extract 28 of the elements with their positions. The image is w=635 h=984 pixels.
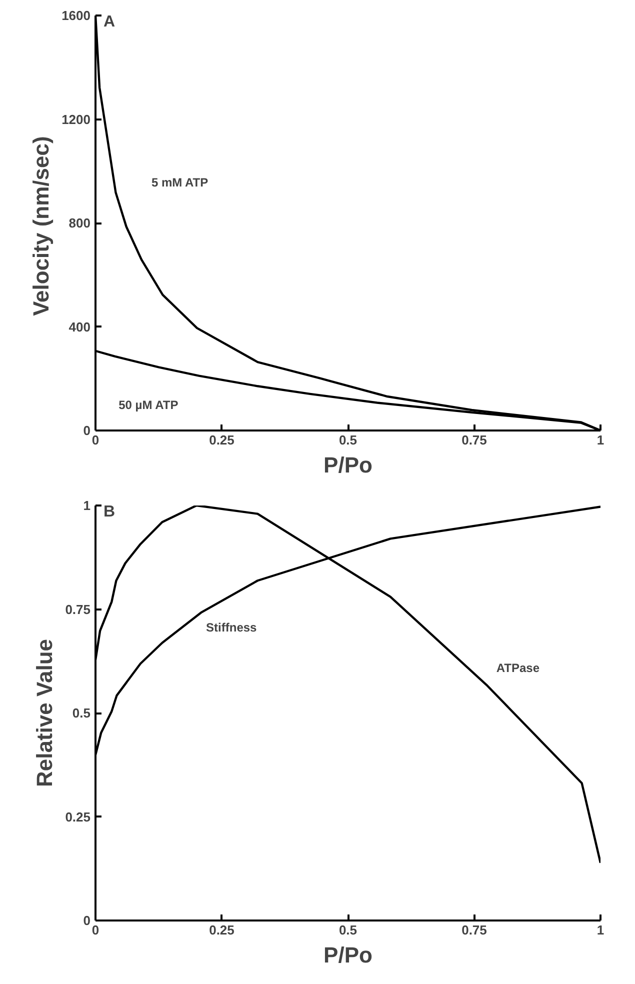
text: 5 mM ATP [151,176,208,190]
text: 50 µM ATP [118,398,178,412]
y-tick-label: 1600 [62,8,90,23]
annotation: B [104,504,116,520]
series-label: ATPase [496,660,540,675]
series-label: Stiffness [206,620,258,635]
y-tick-label: 800 [68,216,91,230]
x-tick-label: 0.5 [338,922,358,938]
y-tick-label: 0.75 [65,602,91,617]
x-tick-label: 0.75 [462,922,487,938]
y-tick-label: 0.5 [72,706,91,720]
x-tick-label: 0.25 [209,432,234,448]
y-tick-label: 0 [83,913,91,928]
y-tick-label: 0 [83,423,91,438]
y-tick-label: 1 [83,498,91,513]
x-tick-label: 0.5 [338,432,358,448]
x-tick-label: 1 [596,432,604,448]
x-axis-title: P/Po [324,452,372,478]
y-axis-title: Relative Value [32,639,58,787]
x-tick-label: 0.25 [209,922,234,938]
y-tick-label: 0.25 [65,809,91,824]
y-tick-label: 400 [68,319,91,334]
x-tick-label: 0.75 [462,432,487,448]
x-tick-label: 1 [596,922,604,938]
x-axis-title: P/Po [324,942,372,968]
y-tick-label: 1200 [62,112,90,127]
annotation: A [104,14,116,30]
y-axis-title: Velocity (nm/sec) [28,136,54,316]
